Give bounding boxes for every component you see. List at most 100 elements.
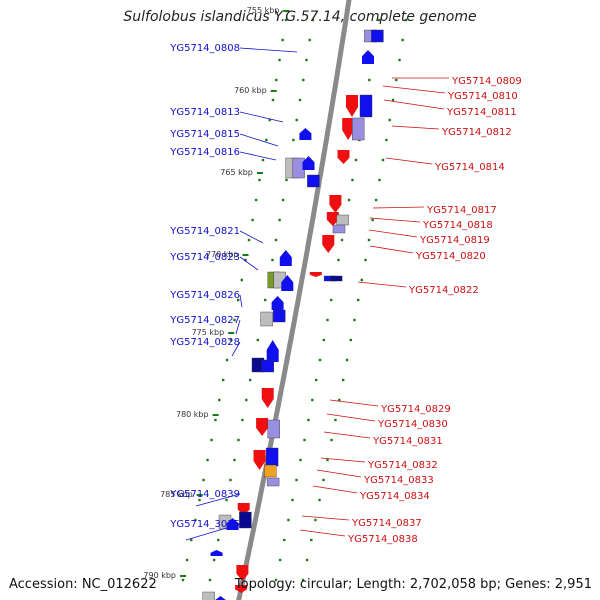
track-dot	[347, 198, 351, 202]
left-gene-label: YG5714_0828	[169, 337, 240, 348]
track-dot	[354, 158, 358, 162]
gene-feature-box	[329, 275, 343, 282]
track-dot	[212, 558, 216, 562]
left-gene-connector	[231, 341, 241, 357]
right-gene-label: YG5714_0809	[451, 76, 522, 87]
scale-tick	[270, 90, 277, 92]
right-gene-connector	[301, 515, 350, 521]
right-gene-label: YG5714_0812	[441, 127, 512, 138]
track-dot	[275, 78, 278, 82]
gene-feature-box	[352, 117, 365, 141]
track-dot	[264, 298, 267, 302]
left-gene-label: YG5714_0839	[169, 489, 240, 500]
scale-tick	[242, 254, 249, 256]
track-dot	[310, 538, 313, 542]
track-dot	[311, 18, 315, 22]
scale-tick	[196, 494, 203, 496]
gene-feature-box	[267, 419, 280, 439]
track-dot	[318, 358, 322, 362]
track-dot	[190, 538, 193, 542]
track-dot	[287, 518, 290, 522]
track-dot	[322, 338, 325, 342]
track-dot	[256, 338, 259, 342]
gene-feature-box	[273, 309, 286, 323]
left-gene-label: YG5714_0816	[169, 147, 240, 158]
gene-reverse-arrow	[256, 418, 269, 436]
track-dot	[292, 138, 295, 142]
left-gene-label: YG5714_3015	[169, 519, 240, 530]
track-dot	[381, 158, 385, 162]
topology-label: Topology: circular; Length: 2,702,058 bp…	[234, 577, 592, 592]
track-dot	[395, 78, 398, 82]
scale-tick	[212, 414, 219, 416]
right-gene-label: YG5714_0822	[408, 285, 479, 296]
right-gene-connector	[312, 485, 358, 494]
track-dot	[374, 198, 378, 202]
right-gene-connector	[383, 99, 445, 110]
track-dot	[404, 18, 408, 22]
track-dot	[338, 398, 341, 402]
left-gene-label: YG5714_0827	[169, 315, 240, 326]
track-dot	[302, 78, 305, 82]
track-dot	[185, 558, 189, 562]
gene-reverse-arrow	[322, 235, 335, 253]
gene-feature-box	[336, 214, 349, 226]
track-dot	[398, 58, 401, 62]
track-dot	[278, 558, 282, 562]
track-dot	[377, 18, 381, 22]
gene-reverse-arrow	[346, 95, 358, 117]
track-dot	[371, 218, 374, 222]
scale-label: 760 kbp	[234, 86, 267, 95]
track-dot	[241, 418, 244, 422]
track-dot	[330, 438, 333, 442]
genome-backbone-line	[236, 0, 352, 600]
left-gene-label: YG5714_0813	[169, 107, 240, 118]
left-gene-label: YG5714_0826	[169, 290, 240, 301]
right-gene-connector	[326, 413, 376, 422]
right-gene-label: YG5714_0831	[372, 436, 443, 447]
track-dot	[308, 38, 311, 42]
track-dot	[391, 98, 395, 102]
track-dot	[283, 538, 286, 542]
left-gene-connector	[239, 256, 259, 271]
track-dot	[291, 498, 294, 502]
gene-forward-arrow	[210, 550, 223, 556]
track-dot	[295, 478, 298, 482]
scale-label: 790 kbp	[143, 571, 176, 580]
gene-feature-box	[264, 464, 277, 478]
track-dot	[229, 478, 232, 482]
scale-tick	[180, 575, 186, 577]
gene-forward-arrow	[215, 596, 226, 600]
right-gene-label: YG5714_0837	[351, 518, 422, 529]
gene-feature-box	[261, 359, 274, 373]
right-gene-connector	[372, 206, 425, 209]
track-dot	[345, 358, 349, 362]
track-dot	[244, 258, 247, 262]
track-dot	[315, 378, 318, 382]
track-dot	[388, 118, 391, 122]
scale-tick	[283, 10, 290, 12]
track-dot	[210, 438, 213, 442]
track-dot	[237, 438, 240, 442]
track-dot	[225, 498, 228, 502]
track-dot	[314, 518, 317, 522]
right-gene-connector	[385, 157, 433, 165]
accession-label: Accession: NC_012622	[9, 577, 157, 592]
gene-forward-arrow	[279, 250, 292, 266]
track-dot	[401, 38, 404, 42]
right-gene-label: YG5714_0814	[434, 162, 505, 173]
track-dot	[378, 178, 381, 182]
left-gene-connector	[235, 319, 241, 335]
track-dot	[326, 458, 329, 462]
right-gene-connector	[329, 399, 379, 407]
left-gene-connector	[239, 47, 298, 53]
track-dot	[208, 578, 212, 582]
right-gene-connector	[382, 85, 446, 94]
scale-label: 755 kbp	[247, 6, 280, 15]
track-dot	[181, 578, 185, 582]
gene-forward-arrow	[266, 340, 279, 362]
track-dot	[385, 138, 388, 142]
track-dot	[229, 338, 232, 342]
